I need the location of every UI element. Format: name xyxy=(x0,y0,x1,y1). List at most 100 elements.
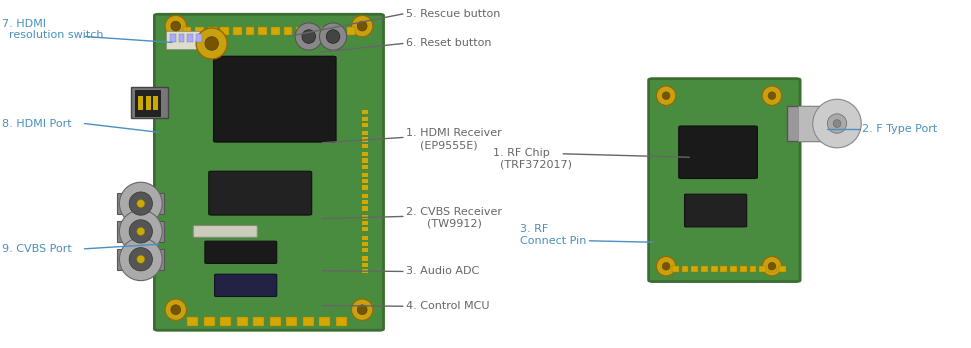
Bar xyxy=(769,266,776,272)
Bar xyxy=(362,194,368,198)
Ellipse shape xyxy=(352,15,373,37)
Bar xyxy=(720,266,727,272)
Bar xyxy=(362,158,368,163)
Ellipse shape xyxy=(302,30,316,44)
Ellipse shape xyxy=(129,248,152,271)
Bar xyxy=(321,27,330,35)
Bar xyxy=(362,179,368,183)
Ellipse shape xyxy=(827,114,847,133)
FancyBboxPatch shape xyxy=(209,171,312,215)
FancyBboxPatch shape xyxy=(215,274,277,296)
Bar xyxy=(362,248,368,252)
Ellipse shape xyxy=(137,200,145,207)
Ellipse shape xyxy=(833,120,841,127)
Bar xyxy=(286,317,297,326)
Ellipse shape xyxy=(165,299,186,321)
Bar xyxy=(220,317,231,326)
Bar xyxy=(347,27,355,35)
Text: 3. Audio ADC: 3. Audio ADC xyxy=(406,267,479,276)
Text: 9. CVBS Port: 9. CVBS Port xyxy=(2,244,72,254)
Bar xyxy=(362,242,368,246)
Bar xyxy=(362,117,368,121)
Bar xyxy=(131,87,168,118)
Bar xyxy=(258,27,267,35)
Bar xyxy=(233,27,242,35)
Bar xyxy=(362,221,368,225)
Bar xyxy=(220,27,229,35)
Bar xyxy=(284,27,292,35)
Bar xyxy=(117,193,164,214)
Bar xyxy=(146,96,151,110)
Bar xyxy=(362,236,368,240)
Text: 6. Reset button: 6. Reset button xyxy=(406,39,491,48)
Text: 8. HDMI Port: 8. HDMI Port xyxy=(2,119,72,128)
Text: 7. HDMI
  resolution switch: 7. HDMI resolution switch xyxy=(2,19,104,40)
Ellipse shape xyxy=(295,23,322,50)
Ellipse shape xyxy=(137,255,145,263)
Bar xyxy=(362,200,368,204)
FancyBboxPatch shape xyxy=(154,14,384,330)
Ellipse shape xyxy=(762,256,782,276)
Ellipse shape xyxy=(662,92,670,100)
Text: 3. RF
Connect Pin: 3. RF Connect Pin xyxy=(520,224,586,246)
Bar xyxy=(759,266,766,272)
Bar xyxy=(711,266,718,272)
Bar xyxy=(730,266,737,272)
Bar xyxy=(117,221,164,242)
Ellipse shape xyxy=(813,99,861,148)
Text: 5. Rescue button: 5. Rescue button xyxy=(406,9,500,19)
Bar xyxy=(170,34,176,42)
Bar xyxy=(187,34,193,42)
Bar xyxy=(362,137,368,142)
Text: 1. HDMI Receiver
    (EP9555E): 1. HDMI Receiver (EP9555E) xyxy=(406,128,502,150)
Bar xyxy=(179,34,184,42)
Bar xyxy=(183,27,191,35)
Bar xyxy=(237,317,248,326)
Bar xyxy=(672,266,679,272)
Bar xyxy=(750,266,756,272)
Ellipse shape xyxy=(165,15,186,37)
Ellipse shape xyxy=(129,220,152,243)
Bar xyxy=(309,27,318,35)
Ellipse shape xyxy=(352,299,373,321)
Bar xyxy=(271,27,280,35)
Bar xyxy=(362,144,368,148)
Text: 4. Control MCU: 4. Control MCU xyxy=(406,301,489,311)
Bar xyxy=(117,249,164,270)
Bar xyxy=(334,27,343,35)
Ellipse shape xyxy=(357,21,367,31)
Bar xyxy=(319,317,330,326)
Bar xyxy=(740,266,747,272)
Bar xyxy=(253,317,264,326)
Bar xyxy=(166,31,205,49)
Bar xyxy=(362,173,368,177)
Bar xyxy=(362,110,368,114)
Bar xyxy=(787,106,850,141)
Bar xyxy=(135,90,160,116)
Ellipse shape xyxy=(319,23,347,50)
Bar xyxy=(296,27,305,35)
Ellipse shape xyxy=(656,256,676,276)
Bar xyxy=(798,106,850,141)
Bar xyxy=(779,266,786,272)
Bar xyxy=(246,27,254,35)
Bar xyxy=(270,317,281,326)
Bar xyxy=(362,185,368,190)
Bar xyxy=(362,263,368,267)
FancyBboxPatch shape xyxy=(214,56,336,142)
Ellipse shape xyxy=(137,228,145,235)
Bar xyxy=(362,123,368,127)
FancyBboxPatch shape xyxy=(685,194,747,227)
Ellipse shape xyxy=(768,262,776,270)
Bar xyxy=(303,317,314,326)
Bar xyxy=(336,317,347,326)
Bar xyxy=(682,266,688,272)
Ellipse shape xyxy=(662,262,670,270)
Text: 1. RF Chip
  (TRF372017): 1. RF Chip (TRF372017) xyxy=(493,148,572,169)
Ellipse shape xyxy=(119,238,162,280)
Text: 2. CVBS Receiver
      (TW9912): 2. CVBS Receiver (TW9912) xyxy=(406,207,502,228)
FancyBboxPatch shape xyxy=(649,79,800,282)
Bar xyxy=(362,227,368,231)
Bar xyxy=(195,27,204,35)
Bar xyxy=(362,152,368,156)
